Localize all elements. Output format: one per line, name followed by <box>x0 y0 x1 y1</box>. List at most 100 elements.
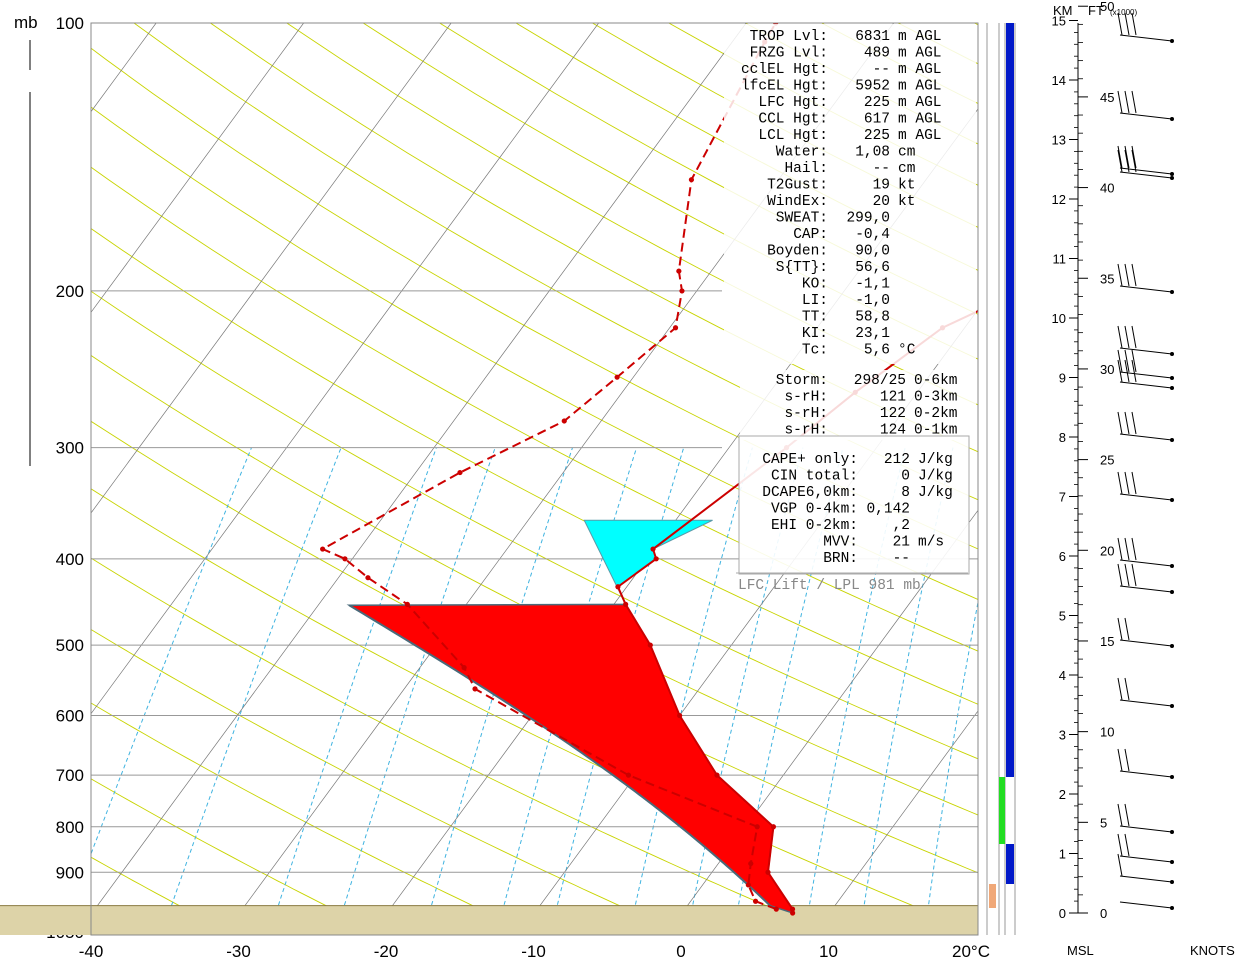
mixing-ratio-line <box>1045 448 1113 932</box>
wind-barb-point <box>1170 176 1174 180</box>
dry-adiabat <box>91 106 978 600</box>
pressure-tick-label: 400 <box>56 550 84 569</box>
dewpoint-point <box>672 325 679 331</box>
wind-barb-shaft <box>1119 34 1173 42</box>
dewpoint-point <box>773 906 779 912</box>
cape-index-label: BRN: <box>823 551 858 567</box>
index-label: TROP Lvl: <box>750 29 828 45</box>
dewpoint-line <box>320 23 777 911</box>
temperature-point <box>714 772 720 778</box>
index-value: 20 <box>873 194 890 210</box>
wind-barb-point <box>1170 590 1174 594</box>
wind-barbs <box>1117 12 1174 910</box>
dry-adiabat <box>91 702 529 933</box>
index-value: 23,1 <box>855 326 890 342</box>
dry-adiabat <box>91 354 978 816</box>
ft-tick-label: 0 <box>1100 906 1107 921</box>
index-value: 225 <box>864 128 890 144</box>
ft-tick-label: 35 <box>1100 271 1114 286</box>
cape-index-value: 0 <box>901 469 910 485</box>
km-scale-label: KM <box>1053 3 1073 18</box>
mixing-ratio-line <box>269 447 437 933</box>
index-label: FRZG Lvl: <box>750 46 828 62</box>
mixing-ratio-line <box>91 447 252 856</box>
x-tick-label: -20 <box>374 942 399 961</box>
wind-barb-shaft <box>1119 112 1173 120</box>
cape-index-value: 21 <box>893 535 910 551</box>
storm-index-label: Storm: <box>776 373 828 389</box>
temperature-point <box>647 642 653 648</box>
dry-adiabat <box>91 628 678 933</box>
pressure-tick-label: 300 <box>56 439 84 458</box>
plot-frame <box>90 22 979 936</box>
cape-area <box>346 603 794 915</box>
temperature-point <box>650 546 656 552</box>
km-tick-label: 0 <box>1059 906 1066 921</box>
lift-footer: LFC Lift / LPL 981 mb <box>738 578 921 594</box>
storm-index-unit: 0-6km <box>914 373 958 389</box>
index-value: 56,6 <box>855 260 890 276</box>
dewpoint-point <box>561 418 567 424</box>
cape-index-unit: J/kg <box>918 469 953 485</box>
mixing-ratio-line <box>924 599 978 932</box>
isotherm <box>0 23 9 932</box>
index-value: 225 <box>864 95 890 111</box>
index-label: LCL Hgt: <box>758 128 828 144</box>
ft-tick-label: 20 <box>1100 543 1114 558</box>
index-label: lfcEL Hgt: <box>741 79 828 95</box>
storm-index-label: s-rH: <box>784 423 828 439</box>
parcel-trace <box>348 604 771 907</box>
wind-barb-point <box>1170 830 1174 834</box>
storm-index-unit: 0-1km <box>914 423 958 439</box>
index-value: 299,0 <box>846 211 890 227</box>
dewpoint-point <box>365 575 371 581</box>
temperature-point <box>615 584 621 590</box>
height-scales: KM FT (x1000)01234567891011121314150510152… <box>1052 0 1236 958</box>
cape-index-label: MVV: <box>823 535 858 551</box>
sounding-traces <box>320 23 978 916</box>
cape-index-unit: J/kg <box>918 452 953 468</box>
ft-tick-label: 15 <box>1100 634 1114 649</box>
storm-index-value: 122 <box>880 406 906 422</box>
index-unit: m AGL <box>898 112 942 128</box>
index-unit: m AGL <box>898 128 942 144</box>
storm-index-value: 121 <box>880 390 906 406</box>
index-label: KO: <box>802 277 828 293</box>
isotherm <box>815 710 978 933</box>
km-tick-label: 12 <box>1052 192 1066 207</box>
cape-index-label: EHI 0-2km: <box>771 518 858 534</box>
index-label: S{TT}: <box>776 260 828 276</box>
index-value: 1,08 <box>855 145 890 161</box>
index-unit: kt <box>898 194 915 210</box>
index-value: 489 <box>864 46 890 62</box>
dewpoint-point <box>679 288 685 294</box>
ft-tick-label: 40 <box>1100 181 1114 196</box>
x-tick-label: -40 <box>79 942 104 961</box>
ft-tick-label: 30 <box>1100 362 1114 377</box>
km-tick-label: 8 <box>1059 430 1066 445</box>
wind-barb-point <box>1170 644 1174 648</box>
cape-index-value: 0,142 <box>866 502 910 518</box>
wind-barb-point <box>1170 564 1174 568</box>
dry-adiabat <box>91 290 978 760</box>
storm-index-label: s-rH: <box>784 390 828 406</box>
wind-barb-point <box>1170 376 1174 380</box>
index-label: Hail: <box>784 161 828 177</box>
dry-adiabat <box>91 488 977 933</box>
storm-index-unit: 0-2km <box>914 406 958 422</box>
dry-adiabat <box>91 228 978 705</box>
index-unit: °C <box>898 343 916 359</box>
temperature-line <box>616 310 978 914</box>
chart-background-lines <box>0 23 1113 933</box>
cape-index-value: ,2 <box>893 518 910 534</box>
green-bar <box>999 777 1005 844</box>
temperature-point <box>765 869 771 875</box>
wind-barb-point <box>1170 704 1174 708</box>
dewpoint-point <box>461 665 467 671</box>
index-unit: m AGL <box>898 46 942 62</box>
mixing-ratio-line <box>335 447 496 933</box>
wind-barb-shaft <box>1119 770 1173 778</box>
wind-barb-point <box>1170 39 1174 43</box>
storm-index-unit: 0-3km <box>914 390 958 406</box>
ft-tick-label: 5 <box>1100 815 1107 830</box>
